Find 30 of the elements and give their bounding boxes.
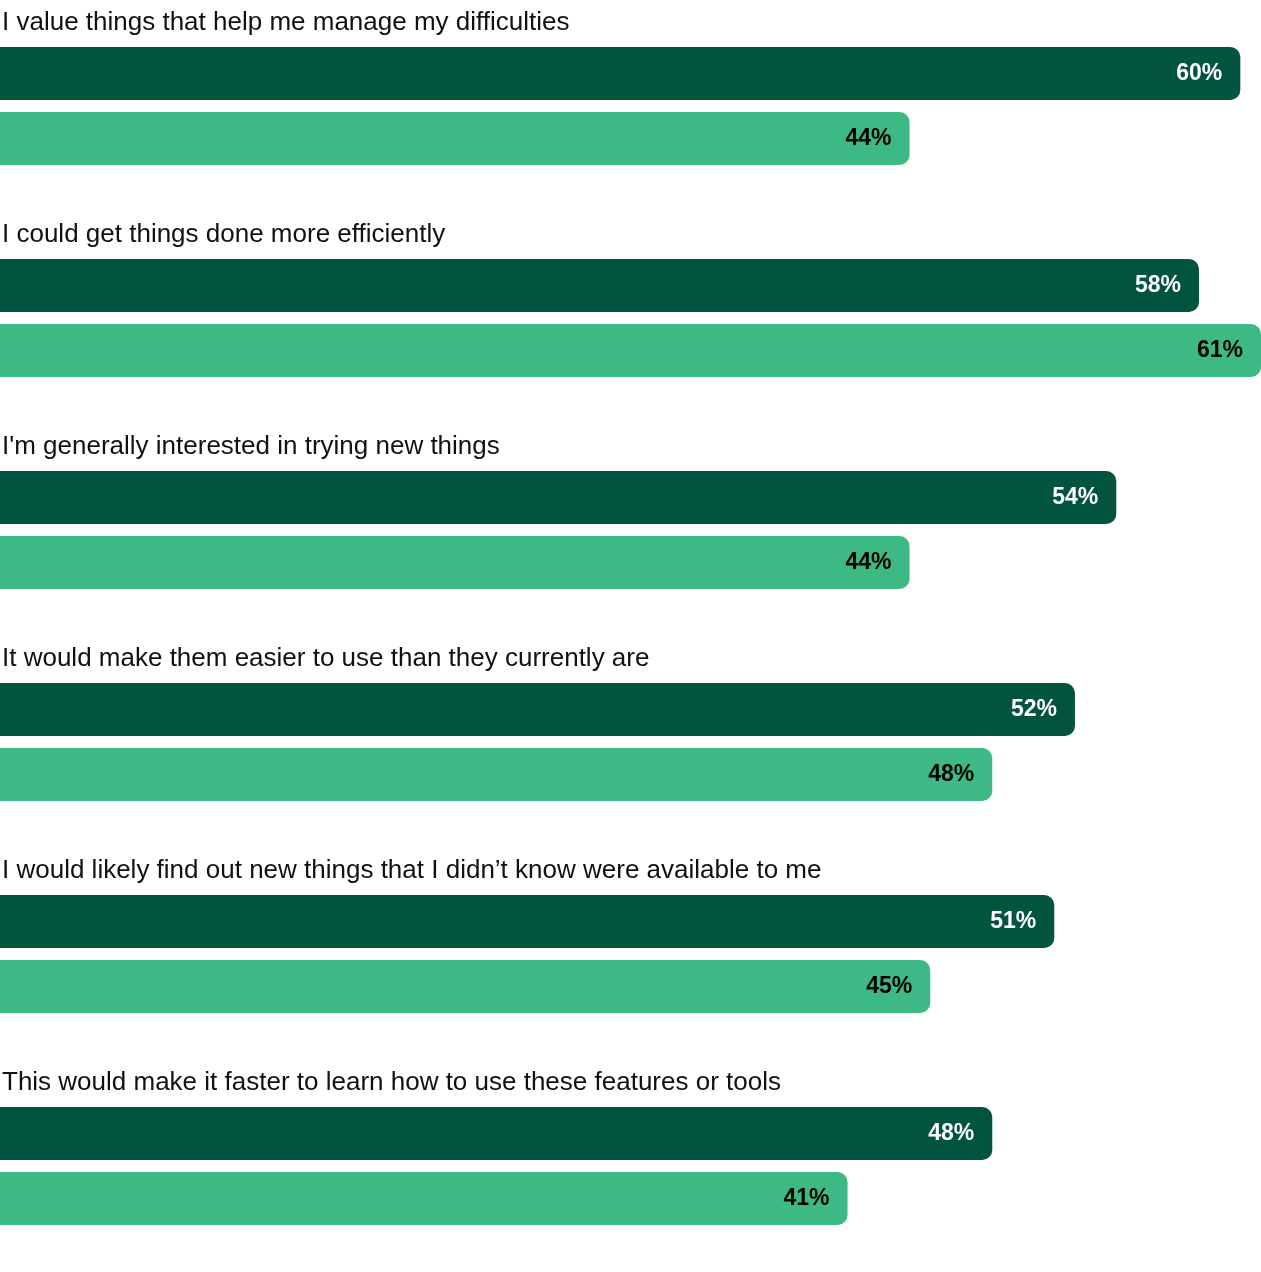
y-tick-label: I'm generally interested in trying new things [2, 430, 500, 460]
y-tick-label: I value things that help me manage my difficulties [2, 6, 570, 36]
bar [0, 536, 910, 589]
bar [0, 1172, 848, 1225]
y-tick-label: I would likely find out new things that I didn’t know were available to me [2, 854, 822, 884]
data-label: 41% [783, 1183, 830, 1210]
bar [0, 112, 910, 165]
y-tick-label: This would make it faster to learn how to use these features or tools [2, 1066, 781, 1096]
data-label: 44% [845, 547, 892, 574]
bar [0, 47, 1241, 100]
bar [0, 683, 1075, 736]
bar [0, 895, 1055, 948]
bar [0, 960, 931, 1013]
bar [0, 324, 1261, 377]
data-label: 60% [1176, 58, 1223, 85]
data-label: 52% [1010, 694, 1057, 721]
data-label: 51% [990, 906, 1037, 933]
data-label: 45% [866, 971, 913, 998]
data-label: 48% [928, 1118, 975, 1145]
bar [0, 1107, 993, 1160]
y-tick-label: I could get things done more efficiently [2, 218, 446, 248]
y-tick-label: It would make them easier to use than they currently are [2, 642, 650, 672]
data-label: 44% [845, 123, 892, 150]
data-label: 54% [1052, 482, 1099, 509]
data-label: 48% [928, 759, 975, 786]
bar [0, 471, 1117, 524]
bar [0, 748, 993, 801]
data-label: 61% [1196, 335, 1243, 362]
data-label: 58% [1134, 270, 1181, 297]
bar [0, 259, 1199, 312]
